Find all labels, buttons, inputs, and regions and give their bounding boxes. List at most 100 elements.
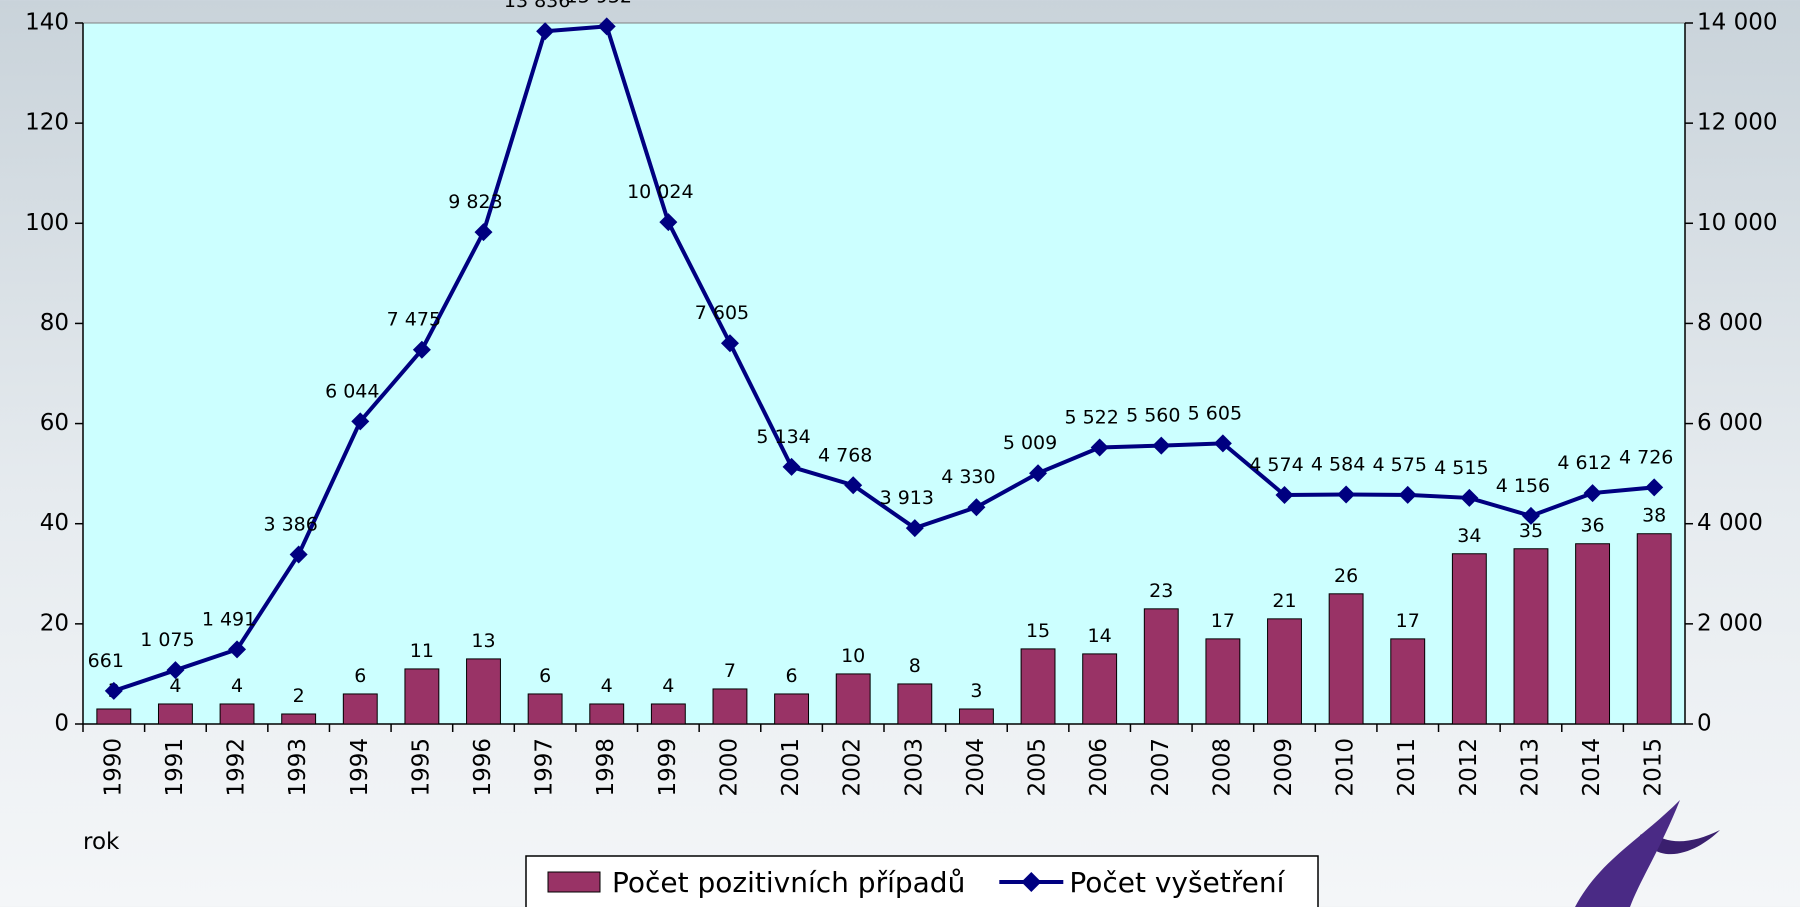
marker [844, 476, 863, 495]
line-value-label: 4 768 [818, 444, 872, 466]
legend-swatch [547, 871, 601, 893]
line-value-label: 7 605 [695, 302, 749, 324]
bar-value-label: 38 [1642, 505, 1666, 527]
line-value-label: 5 134 [756, 426, 810, 448]
bar [466, 658, 501, 725]
line-value-label: 5 605 [1188, 402, 1242, 424]
bar [1082, 653, 1118, 725]
marker [659, 213, 678, 232]
y2-tick-label: 0 [1697, 711, 1712, 737]
line-value-label: 4 574 [1249, 454, 1303, 476]
marker [166, 661, 185, 680]
line-value-label: 13 932 [565, 0, 631, 7]
line-value-label: 4 612 [1557, 452, 1611, 474]
x-tick-label: 2010 [1333, 738, 1359, 797]
y2-tick-label: 10 000 [1697, 210, 1777, 236]
bar [1143, 608, 1179, 725]
x-tick-label: 2006 [1086, 738, 1112, 797]
x-tick-label: 2004 [963, 738, 989, 797]
plot-area [82, 22, 1686, 725]
x-tick-label: 2013 [1517, 738, 1543, 797]
bar-value-label: 36 [1580, 515, 1604, 537]
logo [1575, 800, 1680, 907]
x-tick-label: 2001 [778, 738, 804, 797]
marker [905, 519, 924, 538]
marker [967, 498, 986, 517]
line-value-label: 4 584 [1311, 453, 1365, 475]
bar-value-label: 4 [601, 675, 613, 697]
marker [1275, 485, 1294, 504]
x-tick-label: 2011 [1394, 738, 1420, 797]
x-tick-label: 2005 [1025, 738, 1051, 797]
x-axis-label: rok [83, 829, 120, 855]
bar-value-label: 17 [1211, 610, 1235, 632]
bar [712, 688, 748, 725]
bar [589, 703, 625, 725]
bar [1205, 638, 1241, 725]
bar-value-label: 34 [1457, 525, 1481, 547]
bar-value-label: 11 [410, 640, 434, 662]
bar [774, 693, 810, 725]
x-tick-label: 1998 [593, 738, 619, 797]
bar [96, 708, 132, 725]
bar-value-label: 14 [1088, 625, 1112, 647]
marker [228, 640, 247, 659]
y-tick-label: 0 [54, 711, 69, 737]
line-value-label: 1 491 [202, 608, 256, 630]
marker [1398, 485, 1417, 504]
marker [782, 457, 801, 476]
marker [1460, 488, 1479, 507]
line-value-label: 4 156 [1496, 475, 1550, 497]
line-value-label: 5 560 [1126, 405, 1180, 427]
line-value-label: 5 009 [1003, 432, 1057, 454]
bar-value-label: 4 [169, 675, 181, 697]
legend-label: Počet pozitivních případů [612, 866, 965, 899]
x-tick-label: 1992 [224, 738, 250, 797]
bar [1267, 618, 1302, 725]
bar-value-label: 15 [1026, 620, 1050, 642]
y2-tick-label: 14 000 [1697, 10, 1777, 36]
x-tick-label: 2014 [1579, 738, 1605, 797]
x-tick-label: 1991 [162, 738, 188, 797]
bar-value-label: 6 [354, 665, 366, 687]
bar [1575, 543, 1611, 725]
y-tick-label: 80 [40, 310, 69, 336]
y2-tick-label: 8 000 [1697, 310, 1763, 336]
x-tick-label: 1993 [285, 738, 311, 797]
bar-value-label: 7 [724, 660, 736, 682]
y-tick-label: 100 [25, 210, 69, 236]
line-value-label: 4 330 [941, 466, 995, 488]
marker [597, 17, 616, 36]
marker [536, 22, 555, 41]
x-tick-label: 2003 [901, 738, 927, 797]
y2-tick-label: 4 000 [1697, 510, 1763, 536]
bar-value-label: 17 [1396, 610, 1420, 632]
marker [289, 545, 308, 564]
y-tick-label: 60 [40, 410, 69, 436]
line-value-label: 10 024 [627, 181, 693, 203]
y2-tick-label: 6 000 [1697, 410, 1763, 436]
bar-value-label: 4 [662, 675, 674, 697]
bar [404, 668, 440, 725]
line-value-label: 3 913 [880, 487, 934, 509]
bar [1390, 638, 1426, 725]
y-tick-label: 20 [40, 610, 69, 636]
marker [1029, 464, 1048, 483]
line-value-label: 9 823 [448, 191, 502, 213]
marker [351, 412, 370, 431]
bar [1636, 533, 1672, 725]
bar [1451, 553, 1487, 725]
bar [897, 683, 933, 725]
line-value-label: 1 075 [140, 629, 194, 651]
bar [1328, 593, 1364, 725]
bar-value-label: 26 [1334, 565, 1358, 587]
line-value-label: 4 575 [1373, 454, 1427, 476]
legend-marker [1021, 872, 1042, 892]
y2-tick-label: 2 000 [1697, 610, 1763, 636]
line-value-label: 6 044 [325, 380, 379, 402]
x-tick-label: 2008 [1209, 738, 1235, 797]
x-tick-label: 2007 [1148, 738, 1174, 797]
x-tick-label: 2000 [716, 738, 742, 797]
